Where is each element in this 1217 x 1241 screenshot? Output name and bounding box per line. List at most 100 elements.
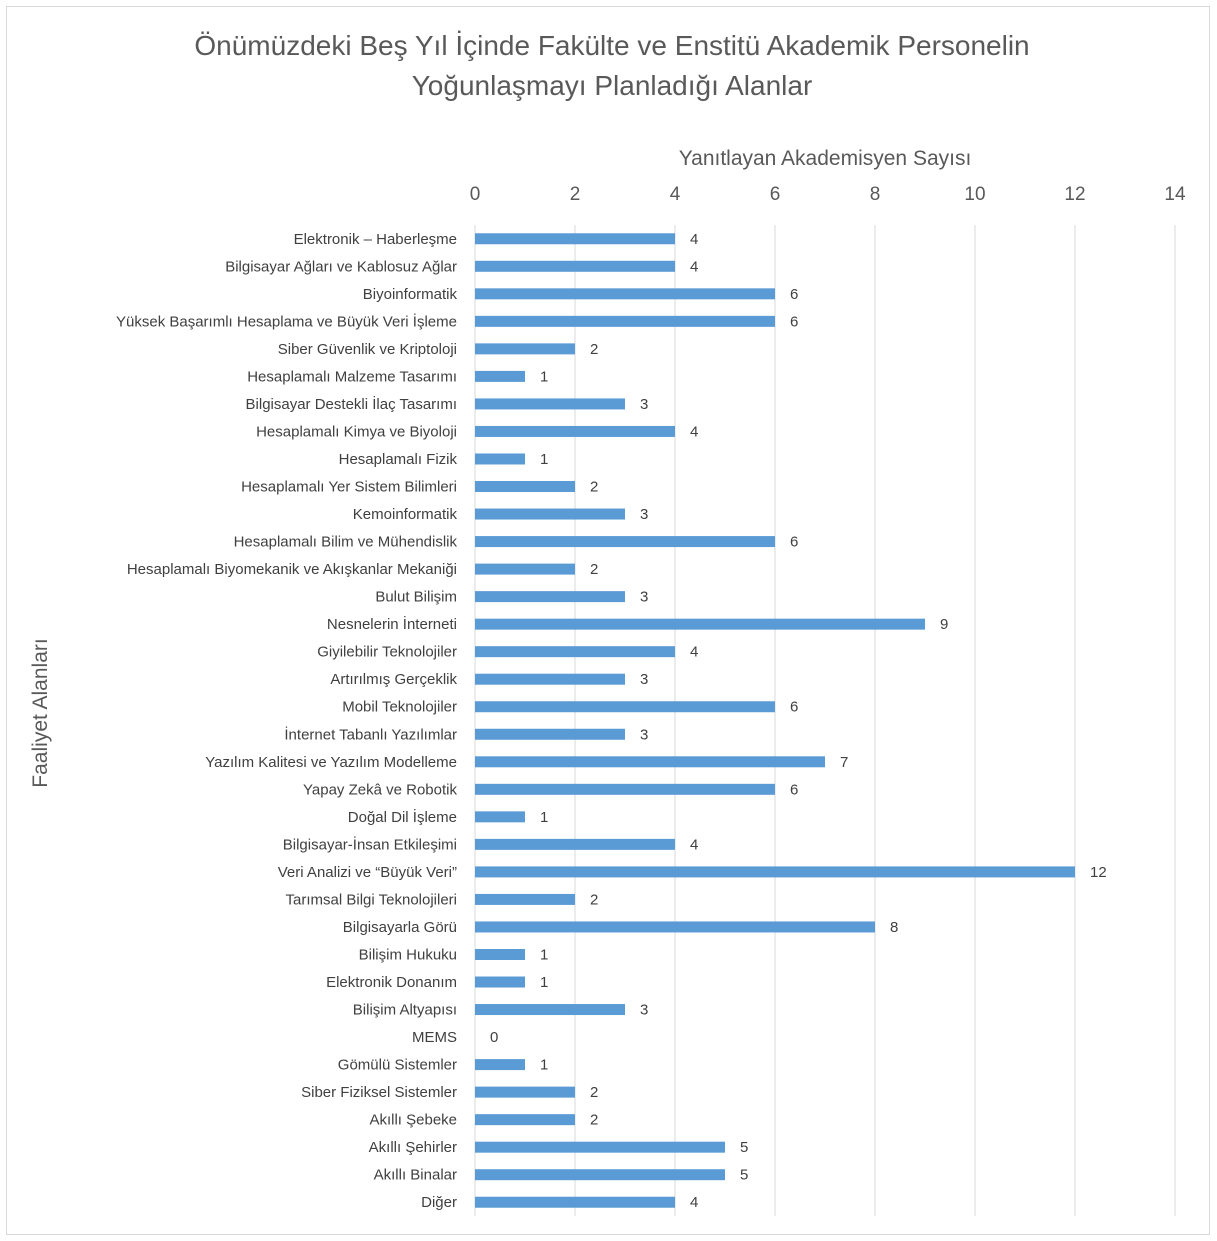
data-label: 3 xyxy=(640,726,648,743)
category-label: Yazılım Kalitesi ve Yazılım Modelleme xyxy=(205,754,457,771)
bar xyxy=(475,866,1075,878)
bar xyxy=(475,536,775,548)
category-label: Yüksek Başarımlı Hesaplama ve Büyük Veri… xyxy=(116,312,457,330)
data-label: 2 xyxy=(590,1084,598,1101)
data-label: 3 xyxy=(640,1002,648,1019)
data-label: 3 xyxy=(640,396,648,413)
data-label: 2 xyxy=(590,479,598,496)
data-label: 12 xyxy=(1090,864,1107,881)
bar xyxy=(475,343,575,355)
data-label: 4 xyxy=(690,644,698,661)
category-label: Hesaplamalı Malzeme Tasarımı xyxy=(247,368,457,385)
category-label: Tarımsal Bilgi Teknolojileri xyxy=(286,891,457,908)
bar xyxy=(475,1141,725,1153)
category-label: Gömülü Sistemler xyxy=(338,1057,457,1074)
category-label: Bilişim Altyapısı xyxy=(353,1002,457,1019)
data-label: 9 xyxy=(940,616,948,633)
x-tick-label: 2 xyxy=(570,184,581,205)
category-label: Bilgisayarla Görü xyxy=(343,919,457,936)
bar xyxy=(475,1169,725,1181)
data-label: 3 xyxy=(640,671,648,688)
category-label: Hesaplamalı Bilim ve Mühendislik xyxy=(234,534,458,551)
bar xyxy=(475,1004,625,1016)
bar xyxy=(475,783,775,795)
category-label: Bilişim Hukuku xyxy=(359,946,457,963)
category-label: Hesaplamalı Biyomekanik ve Akışkanlar Me… xyxy=(127,561,457,578)
x-tick-label: 8 xyxy=(870,184,881,205)
bar xyxy=(475,563,575,575)
data-label: 2 xyxy=(590,341,598,358)
chart-title-line-2: Yoğunlaşmayı Planladığı Alanlar xyxy=(412,70,813,101)
x-tick-label: 14 xyxy=(1164,184,1186,205)
bar xyxy=(475,948,525,960)
data-label: 1 xyxy=(540,451,548,468)
gridlines xyxy=(474,225,1176,1216)
data-label: 6 xyxy=(790,313,798,330)
category-label: Bilgisayar-İnsan Etkileşimi xyxy=(283,835,457,853)
data-label: 6 xyxy=(790,534,798,551)
bar xyxy=(475,673,625,685)
bar xyxy=(475,1196,675,1208)
category-label: Diğer xyxy=(421,1194,457,1211)
category-label: Siber Fiziksel Sistemler xyxy=(301,1084,457,1101)
category-label: İnternet Tabanlı Yazılımlar xyxy=(284,725,457,743)
bar xyxy=(475,425,675,437)
category-label: Akıllı Binalar xyxy=(374,1167,457,1184)
bar xyxy=(475,233,675,245)
bar xyxy=(475,260,675,272)
data-label: 4 xyxy=(690,1194,698,1211)
data-label: 2 xyxy=(590,891,598,908)
bar xyxy=(475,1059,525,1071)
category-label: Hesaplamalı Yer Sistem Bilimleri xyxy=(241,479,457,496)
category-label: Yapay Zekâ ve Robotik xyxy=(303,781,457,798)
category-label: Elektronik Donanım xyxy=(326,974,457,991)
category-label: Akıllı Şehirler xyxy=(369,1139,457,1156)
data-label: 1 xyxy=(540,974,548,991)
data-label: 5 xyxy=(740,1167,748,1184)
data-label: 4 xyxy=(690,231,698,248)
data-label: 1 xyxy=(540,946,548,963)
bar xyxy=(475,838,675,850)
category-label: Bilgisayar Ağları ve Kablosuz Ağlar xyxy=(225,258,457,275)
category-label: Biyoinformatik xyxy=(363,286,458,303)
category-label: Veri Analizi ve “Büyük Veri” xyxy=(278,864,457,881)
x-tick-label: 10 xyxy=(964,184,985,205)
chart-title-line-1: Önümüzdeki Beş Yıl İçinde Fakülte ve Ens… xyxy=(194,30,1029,61)
category-label: Siber Güvenlik ve Kriptoloji xyxy=(278,341,457,358)
x-tick-label: 0 xyxy=(470,184,481,205)
data-label: 6 xyxy=(790,699,798,716)
data-label: 1 xyxy=(540,368,548,385)
bar xyxy=(475,453,525,465)
x-tick-label: 6 xyxy=(770,184,781,205)
category-label: Giyilebilir Teknolojiler xyxy=(317,644,457,661)
category-label: Kemoinformatik xyxy=(353,506,458,523)
bar xyxy=(475,1086,575,1098)
category-label: Mobil Teknolojiler xyxy=(342,699,457,716)
bar xyxy=(475,370,525,382)
data-label: 4 xyxy=(690,423,698,440)
bar xyxy=(475,591,625,603)
bar xyxy=(475,976,525,988)
category-labels: Elektronik – Haberleşme Bilgisayar Ağları… xyxy=(116,231,457,1211)
category-label: Hesaplamalı Fizik xyxy=(339,451,458,468)
x-axis-ticks: 0 2 4 6 8 10 12 14 xyxy=(470,184,1186,205)
x-tick-label: 4 xyxy=(670,184,681,205)
bar xyxy=(475,508,625,520)
x-tick-label: 12 xyxy=(1064,184,1085,205)
data-label: 6 xyxy=(790,286,798,303)
data-label: 3 xyxy=(640,506,648,523)
data-label: 2 xyxy=(590,1112,598,1129)
category-label: Bilgisayar Destekli İlaç Tasarımı xyxy=(246,395,457,413)
bars xyxy=(475,233,1075,1208)
x-axis-title: Yanıtlayan Akademisyen Sayısı xyxy=(679,147,972,170)
bar xyxy=(475,756,825,768)
category-label: Nesnelerin İnterneti xyxy=(327,615,457,633)
category-label: Artırılmış Gerçeklik xyxy=(330,671,457,688)
category-label: MEMS xyxy=(412,1029,457,1046)
bar xyxy=(475,728,625,740)
data-label: 2 xyxy=(590,561,598,578)
bar xyxy=(475,315,775,327)
bar xyxy=(475,921,875,933)
